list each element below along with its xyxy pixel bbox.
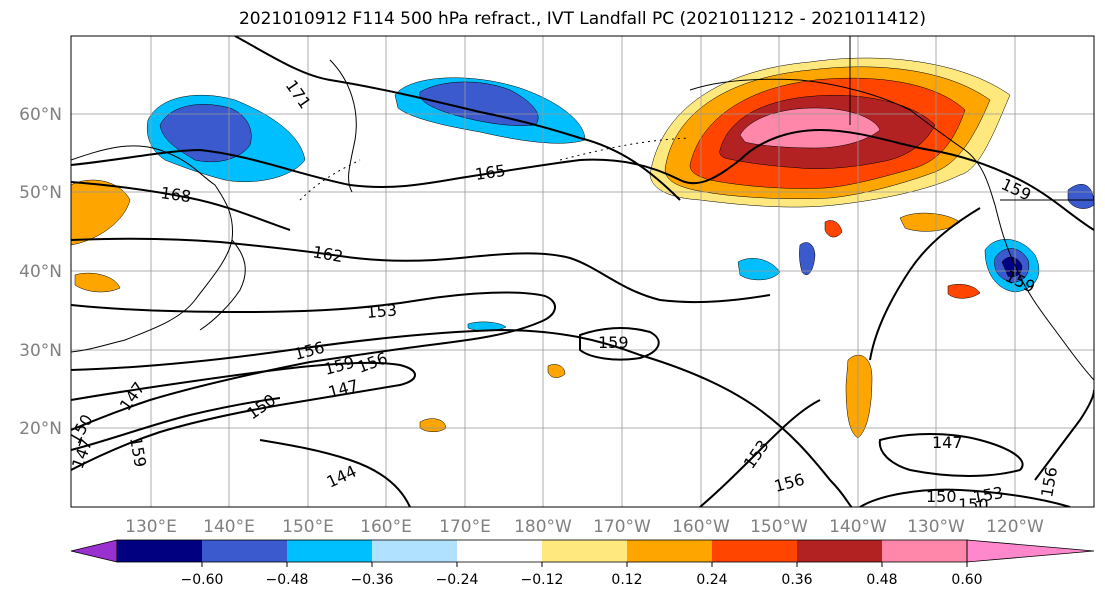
lon-label: 150°W <box>750 517 808 537</box>
colorbar-tick-label: 0.12 <box>611 572 642 588</box>
lat-label: 20°N <box>19 419 62 439</box>
lat-label: 30°N <box>19 341 62 361</box>
contour-150 <box>71 397 281 451</box>
hawaii-positive-streak <box>845 354 873 439</box>
colorbar-bin <box>372 540 457 562</box>
contour-144 <box>259 439 411 507</box>
japan-coast <box>199 239 246 331</box>
contour-label: 159 <box>598 333 629 352</box>
map-content: 171 165 168 162 159 153 159 156 159 156 … <box>71 36 1094 514</box>
lon-label: 130°E <box>125 517 177 537</box>
colorbar-bin <box>712 540 797 562</box>
contour-156b <box>1034 389 1094 481</box>
colorbar-over-arrow <box>966 539 1095 563</box>
colorbar-tick-label: −0.48 <box>266 572 309 588</box>
contour-153b <box>699 399 821 507</box>
colorbar-tick-label: 0.60 <box>951 572 982 588</box>
aleutian-chain <box>559 137 691 161</box>
lon-label: 180°W <box>514 517 572 537</box>
contour-162 <box>71 237 771 304</box>
contour-label: 150 <box>926 487 957 506</box>
colorbar-tick-label: −0.60 <box>181 572 224 588</box>
dateline-negative-blob <box>467 321 507 332</box>
colorbar: −0.60 −0.48 −0.36 −0.24 −0.12 0.12 0.24 … <box>70 539 1095 588</box>
colorbar-bin <box>627 540 712 562</box>
gulf-positive-blob <box>824 220 843 238</box>
contour-156 <box>71 328 853 507</box>
contour-label: 165 <box>474 161 507 184</box>
graticule <box>71 36 1094 507</box>
contour-label: 153 <box>366 300 398 322</box>
lon-label: 130°W <box>907 517 965 537</box>
contour-159b <box>869 207 981 361</box>
lon-label: 140°W <box>829 517 887 537</box>
okhotsk-negative-mid <box>159 104 252 163</box>
california-negative-core <box>1001 256 1023 278</box>
figure-title: 2021010912 F114 500 hPa refract., IVT La… <box>238 9 926 29</box>
contour-168 <box>71 181 291 231</box>
central-pacific-negative-blob <box>799 242 816 276</box>
contour-label: 150 <box>958 495 989 514</box>
colorbar-bin <box>117 540 202 562</box>
contour-147 <box>71 361 416 471</box>
subtropical-positive-blob-2 <box>547 364 566 378</box>
aleutian-negative-blob <box>737 258 781 281</box>
colorbar-bin <box>202 540 287 562</box>
lon-label: 170°W <box>593 517 651 537</box>
colorbar-bin <box>882 540 967 562</box>
lon-label: 160°E <box>360 517 412 537</box>
colorbar-bin <box>457 540 542 562</box>
colorbar-bin <box>542 540 627 562</box>
lat-label: 40°N <box>19 262 62 282</box>
lon-label: 150°E <box>282 517 334 537</box>
contour-171 <box>234 36 681 201</box>
colorbar-tick-label: −0.12 <box>521 572 564 588</box>
contour-150b <box>859 488 1071 507</box>
colorbar-tick-label: 0.48 <box>866 572 897 588</box>
lat-axis: 60°N 50°N 40°N 30°N 20°N <box>19 105 62 439</box>
lat-label: 60°N <box>19 105 62 125</box>
height-contours <box>71 36 1094 507</box>
lon-label: 160°W <box>672 517 730 537</box>
lon-axis: 130°E 140°E 150°E 160°E 170°E 180°W 170°… <box>125 517 1044 537</box>
colorbar-bin <box>287 540 372 562</box>
colorbar-tick-label: −0.36 <box>351 572 394 588</box>
colorbar-tick-label: 0.24 <box>696 572 727 588</box>
lon-label: 170°E <box>439 517 491 537</box>
colorbar-ticks <box>201 562 968 567</box>
contour-165 <box>71 128 1094 231</box>
north-america-coast <box>994 204 1094 381</box>
map-frame <box>70 35 1095 508</box>
colorbar-under-arrow <box>70 539 118 563</box>
lon-label: 120°W <box>986 517 1044 537</box>
contour-153 <box>71 291 556 431</box>
contour-147b <box>878 433 1024 477</box>
japan-positive-small <box>74 272 121 293</box>
contour-159 <box>579 327 660 361</box>
colorbar-tick-label: 0.36 <box>781 572 812 588</box>
kamchatka-coast <box>329 59 357 193</box>
contour-label: 168 <box>159 183 192 206</box>
southwest-positive <box>947 284 981 299</box>
lon-label: 140°E <box>203 517 255 537</box>
contour-label: 147 <box>932 433 963 452</box>
kuril-chain <box>299 159 361 201</box>
colorbar-tick-label: −0.24 <box>436 572 479 588</box>
colorbar-bin <box>797 540 882 562</box>
lat-label: 50°N <box>19 183 62 203</box>
